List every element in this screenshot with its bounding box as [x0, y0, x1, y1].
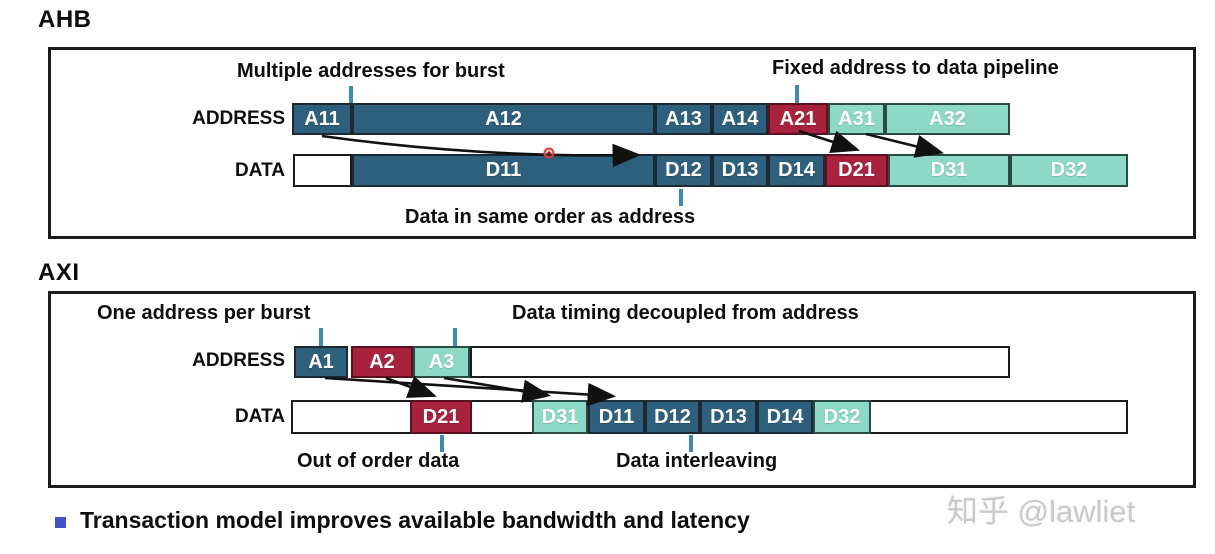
axi-annotation-interleaving: Data interleaving: [616, 450, 778, 472]
ahb-address-block: A32: [885, 103, 1010, 135]
ahb-address-row-label: ADDRESS: [192, 108, 285, 129]
watermark: 知乎 @lawliet: [947, 494, 1136, 529]
ahb-address-block: A21: [768, 103, 828, 135]
axi-data-block: D31: [532, 400, 588, 434]
ahb-data-row-label: DATA: [235, 160, 285, 181]
ahb-data-block-empty: [293, 154, 352, 187]
ahb-data-block: D32: [1010, 154, 1128, 187]
ahb-data-block: D14: [768, 154, 825, 187]
axi-annotation-decoupled: Data timing decoupled from address: [512, 302, 859, 324]
ahb-address-block: A12: [352, 103, 655, 135]
axi-section-title: AXI: [38, 259, 80, 286]
footer-statement: Transaction model improves available ban…: [80, 507, 750, 533]
ahb-address-block: A13: [655, 103, 712, 135]
axi-address-block: A2: [351, 346, 413, 378]
callout-tick: [689, 435, 693, 452]
ahb-annotation-fixed-pipeline: Fixed address to data pipeline: [772, 57, 1059, 79]
callout-tick: [440, 435, 444, 452]
axi-data-block: D32: [813, 400, 871, 434]
ahb-data-block: D21: [825, 154, 888, 187]
callout-tick: [349, 86, 353, 103]
ahb-annotation-same-order: Data in same order as address: [405, 206, 696, 228]
ahb-address-block: A14: [712, 103, 768, 135]
axi-panel: [48, 291, 1196, 488]
bullet-square-icon: [55, 517, 66, 528]
ahb-section-title: AHB: [38, 6, 92, 33]
callout-tick: [679, 189, 683, 206]
axi-data-block: D21: [410, 400, 472, 434]
axi-address-block: A3: [413, 346, 470, 378]
axi-address-row-label: ADDRESS: [192, 350, 285, 371]
ahb-data-block: D11: [352, 154, 655, 187]
callout-tick: [319, 328, 323, 346]
ahb-annotation-multiple-addresses: Multiple addresses for burst: [237, 60, 505, 82]
axi-data-block: D12: [645, 400, 700, 434]
ahb-address-block: A11: [292, 103, 352, 135]
axi-data-row-label: DATA: [235, 406, 285, 427]
ahb-data-block: D12: [655, 154, 712, 187]
callout-tick: [453, 328, 457, 346]
axi-address-block: A1: [294, 346, 348, 378]
axi-data-block: D11: [588, 400, 645, 434]
callout-tick: [795, 85, 799, 104]
axi-data-block: D13: [700, 400, 757, 434]
axi-data-block: D14: [757, 400, 813, 434]
axi-annotation-one-address: One address per burst: [97, 302, 311, 324]
ahb-address-block: A31: [828, 103, 885, 135]
axi-address-idle-box: [470, 346, 1010, 378]
axi-annotation-out-of-order: Out of order data: [297, 450, 460, 472]
ahb-data-block: D31: [888, 154, 1010, 187]
ahb-data-block: D13: [712, 154, 768, 187]
